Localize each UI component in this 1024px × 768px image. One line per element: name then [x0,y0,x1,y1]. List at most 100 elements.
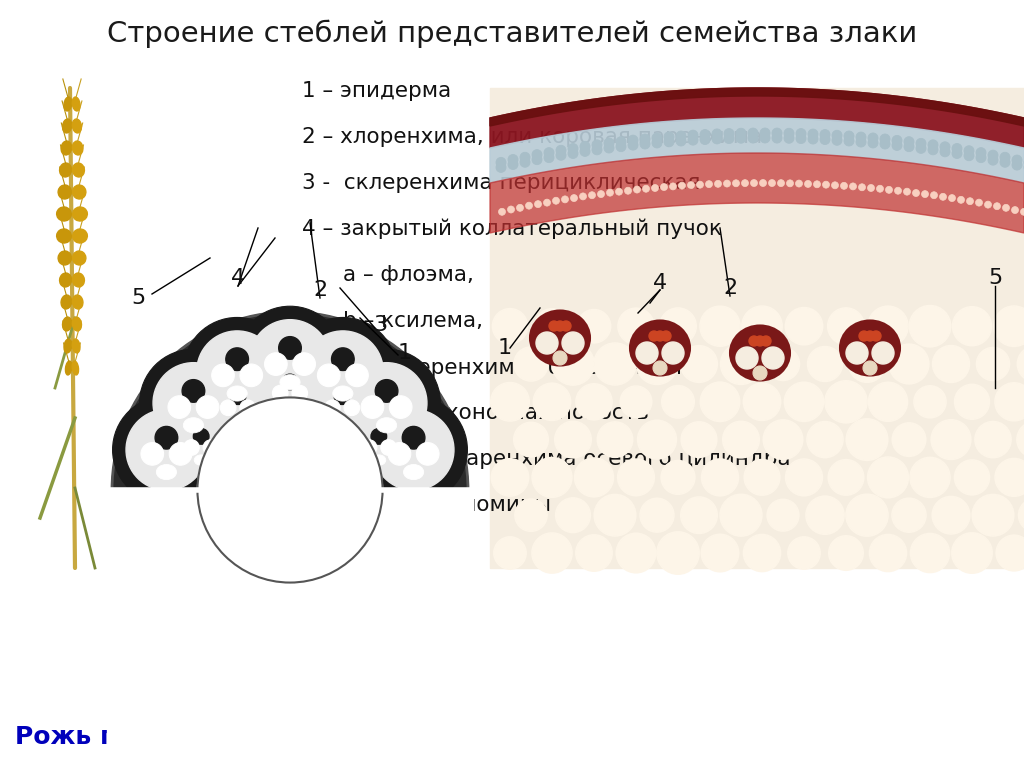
Circle shape [514,422,548,457]
Circle shape [877,185,884,192]
Circle shape [492,458,528,496]
Circle shape [856,132,866,142]
Circle shape [827,308,864,345]
Circle shape [417,442,439,465]
Circle shape [994,306,1024,346]
Circle shape [580,141,590,151]
Circle shape [952,144,962,154]
Ellipse shape [73,119,82,133]
Ellipse shape [63,97,72,111]
Circle shape [995,382,1024,421]
Circle shape [844,131,854,141]
Ellipse shape [153,362,233,443]
Circle shape [886,187,893,194]
Circle shape [700,130,710,140]
Circle shape [724,128,734,138]
Circle shape [553,197,559,204]
Ellipse shape [62,317,72,331]
Circle shape [508,160,518,170]
Ellipse shape [73,141,83,155]
Ellipse shape [305,368,379,442]
Circle shape [723,422,759,458]
Circle shape [168,396,190,419]
Circle shape [1000,152,1010,162]
Circle shape [594,495,636,536]
Circle shape [868,138,878,148]
Ellipse shape [73,185,86,199]
Circle shape [198,398,383,583]
Circle shape [514,347,548,381]
Circle shape [1017,422,1024,458]
Circle shape [346,364,369,386]
Circle shape [700,306,740,346]
Circle shape [846,495,888,536]
Circle shape [292,386,307,401]
Circle shape [995,458,1024,496]
Ellipse shape [73,97,80,111]
Circle shape [784,128,794,138]
Circle shape [516,204,523,211]
Circle shape [741,180,749,187]
Text: 1: 1 [498,338,512,358]
Circle shape [556,145,566,155]
Ellipse shape [840,320,900,376]
Circle shape [688,135,698,145]
Circle shape [604,143,614,153]
Ellipse shape [333,386,353,401]
Circle shape [628,140,638,150]
Circle shape [700,134,710,144]
Circle shape [859,331,869,341]
Ellipse shape [173,417,229,472]
Circle shape [642,185,649,192]
Ellipse shape [126,409,207,490]
Ellipse shape [351,417,407,472]
Circle shape [494,537,526,569]
Circle shape [825,381,867,423]
Circle shape [755,336,765,346]
Ellipse shape [283,400,297,411]
Circle shape [532,154,542,164]
Circle shape [777,180,784,187]
Circle shape [662,342,684,364]
Circle shape [662,386,694,418]
Circle shape [954,460,989,495]
Circle shape [846,342,868,364]
Ellipse shape [346,362,427,443]
Circle shape [198,398,383,583]
Circle shape [964,146,974,156]
Ellipse shape [183,317,291,425]
Circle shape [388,442,411,465]
Text: 5 – основная паренхима осевого цилиндра: 5 – основная паренхима осевого цилиндра [302,449,791,469]
Circle shape [784,134,794,144]
Circle shape [640,139,650,149]
Ellipse shape [59,163,72,177]
Circle shape [846,419,888,460]
Ellipse shape [58,185,72,199]
Circle shape [535,309,569,343]
Circle shape [606,189,613,196]
Circle shape [197,396,219,419]
Circle shape [597,422,633,457]
Circle shape [785,459,822,496]
Circle shape [820,130,830,140]
Circle shape [869,535,906,571]
Circle shape [515,499,547,531]
Circle shape [741,306,782,346]
Circle shape [556,498,590,532]
Circle shape [656,532,699,574]
Circle shape [831,135,842,145]
Ellipse shape [73,295,83,309]
Circle shape [681,422,717,458]
Ellipse shape [342,408,416,482]
Circle shape [863,361,877,375]
Circle shape [616,533,655,573]
Circle shape [892,135,902,145]
Circle shape [952,148,962,158]
Circle shape [880,134,890,144]
Circle shape [230,389,246,405]
Circle shape [141,442,164,465]
Circle shape [796,180,803,187]
Circle shape [760,133,770,143]
Circle shape [954,384,989,419]
Circle shape [555,321,565,331]
